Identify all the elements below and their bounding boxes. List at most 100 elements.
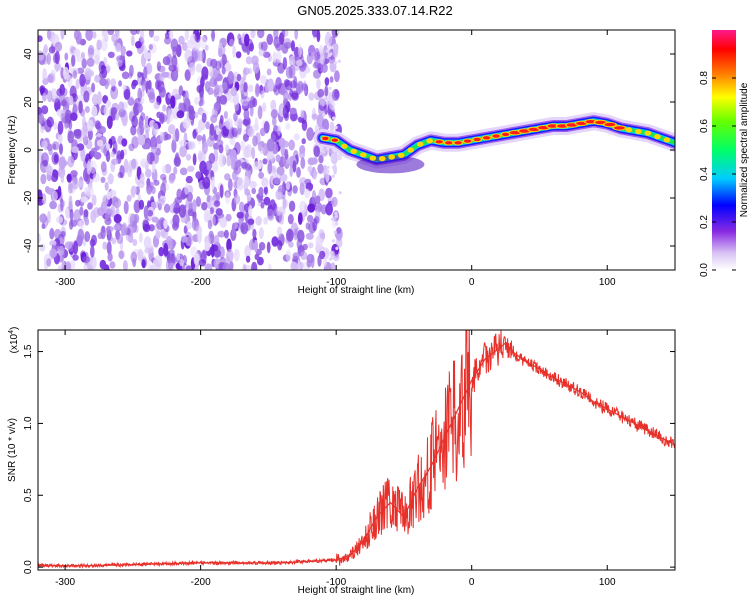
heatmap-cell (329, 121, 335, 133)
heatmap-cell (275, 50, 282, 63)
heatmap-cell (55, 64, 59, 73)
heatmap-cell (94, 120, 101, 130)
heatmap-cell (270, 109, 278, 119)
heatmap-cell (247, 100, 254, 109)
heatmap-cell (306, 127, 314, 141)
heatmap-cell (259, 74, 267, 84)
heatmap-cell (226, 249, 234, 263)
heatmap-cell (87, 202, 93, 210)
heatmap-cell (321, 246, 325, 250)
heatmap-cell (255, 216, 262, 226)
x-tick-label: -200 (191, 277, 211, 288)
heatmap-cell (288, 241, 294, 248)
heatmap-cell (82, 134, 89, 146)
heatmap-cell (334, 89, 340, 99)
heatmap-cell (329, 92, 333, 96)
colorbar-label: Normalized spectral amplitude (739, 82, 750, 217)
heatmap-cell (258, 227, 264, 240)
heatmap-cell (231, 222, 236, 237)
heatmap-cell (283, 38, 292, 48)
heatmap-cell (322, 150, 326, 154)
heatmap-cell (109, 206, 116, 218)
heatmap-cell (81, 58, 87, 69)
ridge-core-yellow (379, 156, 386, 162)
heatmap-cell (332, 254, 340, 262)
x-tick-label: 0 (469, 277, 475, 288)
heatmap-cell (292, 160, 297, 173)
heatmap-cell (164, 36, 172, 45)
ridge-core-red (538, 126, 549, 130)
heatmap-cell (114, 112, 120, 121)
heatmap-cell (137, 135, 146, 146)
heatmap-cell (70, 112, 78, 121)
heatmap-cell (160, 230, 167, 237)
heatmap-cell (114, 201, 119, 209)
heatmap-cell (194, 111, 199, 119)
heatmap-cell (57, 234, 65, 246)
heatmap-cell (251, 261, 258, 270)
heatmap-cell (287, 214, 294, 225)
heatmap-cell (52, 143, 57, 150)
heatmap-cell (298, 43, 302, 58)
heatmap-cell (260, 90, 265, 99)
heatmap-cell (82, 256, 91, 263)
heatmap-cell (301, 138, 306, 145)
heatmap-cell (238, 201, 245, 213)
ridge-core-yellow (397, 152, 405, 158)
heatmap-cell (187, 141, 196, 150)
heatmap-cell (67, 74, 73, 88)
heatmap-cell (218, 144, 224, 154)
heatmap-cell (263, 216, 268, 225)
heatmap-cell (83, 90, 90, 103)
heatmap-cell (83, 209, 89, 218)
heatmap-cell (73, 30, 80, 40)
heatmap-cell (113, 213, 122, 224)
heatmap-cell (49, 200, 57, 210)
heatmap-cell (46, 258, 52, 267)
heatmap-cell (275, 154, 281, 163)
heatmap-cell (131, 158, 137, 169)
heatmap-cell (254, 253, 260, 261)
heatmap-cell (289, 107, 297, 115)
top-x-axis-label: Height of straight line (km) (298, 285, 415, 296)
ridge-core-red (435, 140, 443, 144)
heatmap-cell (194, 96, 200, 106)
ridge-core-yellow (654, 134, 661, 140)
heatmap-cell (116, 233, 124, 244)
heatmap-cell (144, 247, 151, 254)
heatmap-cell (38, 189, 43, 202)
heatmap-cell (283, 90, 289, 102)
heatmap-cell (210, 176, 215, 190)
heatmap-cell (67, 130, 74, 144)
heatmap-cell (300, 109, 304, 119)
heatmap-cell (86, 57, 95, 67)
heatmap-cell (208, 152, 215, 164)
heatmap-cell (92, 93, 99, 106)
heatmap-cell (85, 30, 94, 41)
heatmap-cell (123, 158, 129, 173)
heatmap-cell (324, 96, 328, 101)
heatmap-cell (110, 135, 116, 145)
heatmap-cell (106, 143, 111, 150)
heatmap-cell (185, 265, 193, 270)
heatmap-cell (109, 261, 116, 269)
heatmap-cell (277, 184, 285, 194)
ridge-core-red (445, 141, 453, 145)
heatmap-cell (139, 158, 148, 168)
heatmap-cell (42, 68, 47, 82)
heatmap-cell (206, 194, 211, 203)
heatmap-signal-ridge (313, 112, 675, 174)
heatmap-cell (249, 180, 257, 189)
bottom-x-axis: -300 -200 -100 0 100 (55, 330, 616, 588)
heatmap-cell (176, 253, 181, 261)
heatmap-cell (286, 228, 294, 242)
heatmap-cell (110, 85, 119, 100)
heatmap-cell (73, 241, 79, 255)
x-tick-label: 100 (599, 277, 616, 288)
heatmap-cell (118, 101, 125, 112)
heatmap-cell (157, 198, 165, 206)
heatmap-cell (130, 30, 138, 36)
heatmap-cell (194, 31, 201, 43)
heatmap-cell (259, 127, 266, 137)
heatmap-cell (187, 208, 195, 217)
